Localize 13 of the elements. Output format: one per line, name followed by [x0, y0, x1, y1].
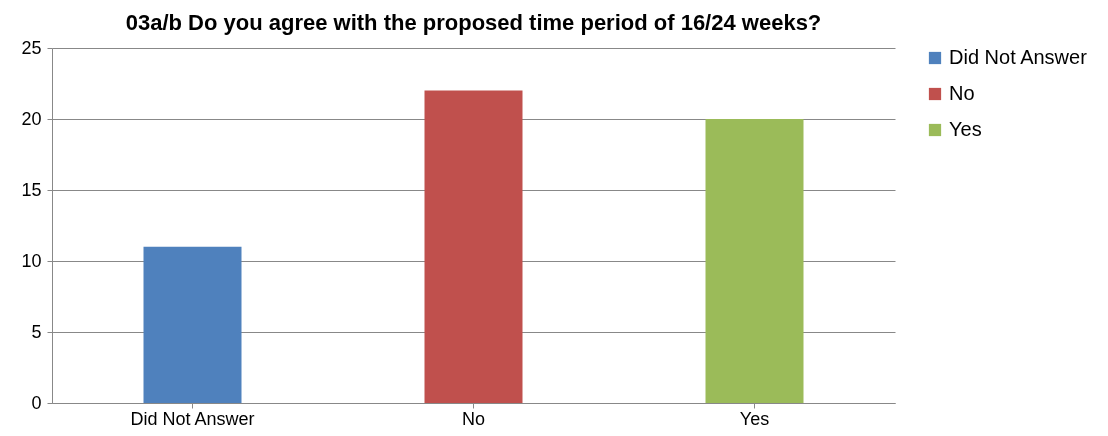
y-tick-label: 10 [21, 250, 42, 271]
legend-label: No [949, 82, 975, 104]
y-tick-label: 0 [31, 392, 42, 413]
x-tick-label: Yes [739, 408, 770, 429]
y-tick-label: 15 [21, 179, 42, 200]
y-tick-label: 5 [31, 321, 42, 342]
legend-label: Did Not Answer [949, 46, 1088, 68]
x-tick-label: Did Not Answer [130, 408, 255, 429]
y-tick-label: 20 [21, 108, 42, 129]
chart-title: 03a/b Do you agree with the proposed time period of 16/24 weeks? [125, 10, 822, 35]
legend-label: Yes [949, 118, 982, 140]
y-tick-label: 25 [21, 37, 42, 58]
x-tick-label: No [461, 408, 486, 429]
